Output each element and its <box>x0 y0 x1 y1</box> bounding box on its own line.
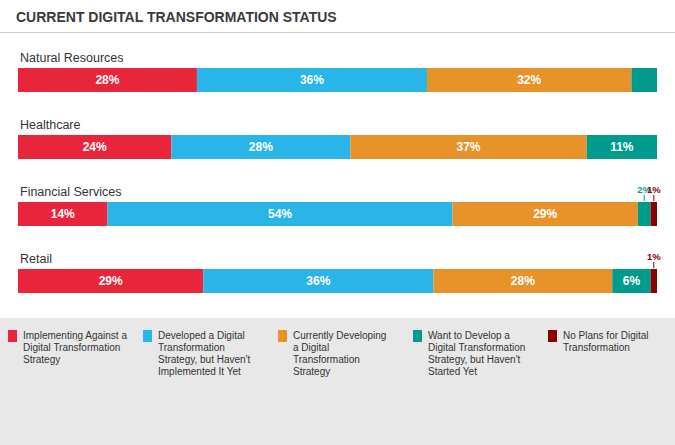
bar-segment <box>107 202 452 226</box>
legend-label: No Plans for DigitalTransformation <box>563 330 649 353</box>
bar-segment <box>197 68 427 92</box>
legend-swatch <box>548 330 557 342</box>
category-label: Financial Services <box>20 185 121 199</box>
legend: Implementing Against aDigital Transforma… <box>8 330 649 377</box>
data-label: 28% <box>95 73 119 87</box>
bar-segment <box>427 68 631 92</box>
data-label: 1% <box>647 251 661 262</box>
label-leader <box>644 195 645 201</box>
label-leader <box>653 262 654 268</box>
labels: Natural Resources 28% 36% 32% Healthcare24% 2… <box>20 51 661 288</box>
data-label: 29% <box>99 274 123 288</box>
legend-swatch <box>278 330 287 342</box>
chart: CURRENT DIGITAL TRANSFORMATION STATUS Nat… <box>0 0 675 445</box>
legend-swatch <box>413 330 422 342</box>
category-label: Natural Resources <box>20 51 124 65</box>
bar-segment <box>18 68 197 92</box>
bar-segment <box>638 202 651 226</box>
bar-segment <box>433 269 612 293</box>
data-label: 28% <box>511 274 535 288</box>
data-label: 6% <box>623 274 641 288</box>
data-label: 36% <box>300 73 324 87</box>
category-label: Retail <box>20 252 52 266</box>
data-label: 11% <box>610 140 634 154</box>
title-rule <box>0 32 675 33</box>
bars <box>18 68 657 293</box>
bar-segment <box>587 135 657 159</box>
label-leader <box>653 195 654 201</box>
data-label: 28% <box>249 140 273 154</box>
legend-swatch <box>143 330 152 342</box>
data-label: 32% <box>517 73 541 87</box>
bar-segment <box>18 202 107 226</box>
bar-segment <box>453 202 638 226</box>
legend-background <box>0 318 675 445</box>
data-label: 37% <box>456 140 480 154</box>
bar-segment <box>612 269 650 293</box>
legend-label: Currently Developinga DigitalTransformat… <box>293 330 386 377</box>
legend-label: Implementing Against aDigital Transforma… <box>23 330 127 365</box>
bar-segment <box>651 269 657 293</box>
data-label: 54% <box>268 207 292 221</box>
data-label: 24% <box>83 140 107 154</box>
data-label: 14% <box>51 207 75 221</box>
data-label: 29% <box>533 207 557 221</box>
bar-segment <box>631 68 657 92</box>
legend-label: Want to Develop aDigital TransformationS… <box>428 330 525 377</box>
bar-segment <box>203 269 433 293</box>
data-label: 1% <box>647 184 661 195</box>
bar-segment <box>350 135 586 159</box>
data-label: 36% <box>306 274 330 288</box>
bar-segment <box>18 135 171 159</box>
legend-label: Developed a DigitalTransformationStrateg… <box>158 330 251 377</box>
bar-segment <box>18 269 203 293</box>
title: CURRENT DIGITAL TRANSFORMATION STATUS <box>16 9 337 25</box>
bar-segment <box>651 202 657 226</box>
legend-swatch <box>8 330 17 342</box>
category-label: Healthcare <box>20 118 80 132</box>
bar-segment <box>171 135 350 159</box>
